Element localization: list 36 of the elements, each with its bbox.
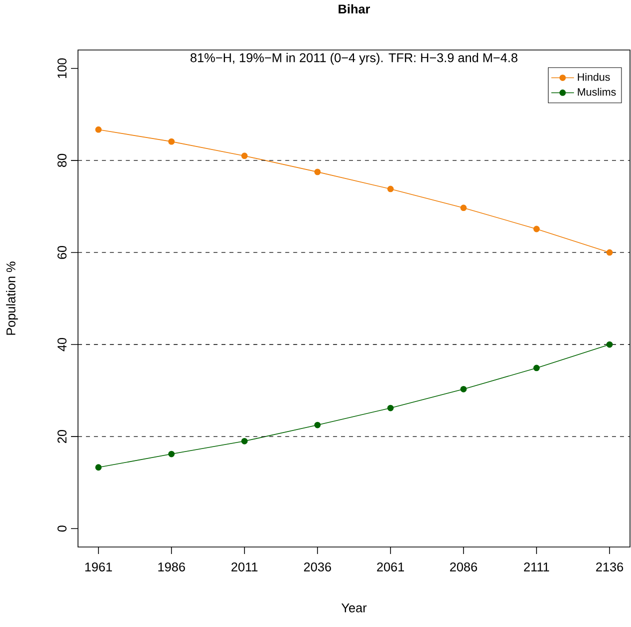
x-tick-label: 1961 — [85, 562, 112, 572]
y-tick-label: 20 — [58, 430, 67, 443]
x-tick-label: 2011 — [232, 562, 258, 572]
point — [241, 438, 248, 444]
x-tick-label: 2111 — [524, 562, 550, 572]
point — [460, 204, 467, 212]
point — [533, 364, 540, 372]
point — [314, 422, 321, 428]
x-axis-title: Year — [341, 603, 367, 612]
point — [168, 450, 175, 458]
x-tick-label: 2061 — [377, 562, 404, 572]
point — [387, 186, 394, 192]
y-tick-label: 60 — [58, 246, 67, 259]
point — [533, 226, 540, 232]
point — [387, 404, 394, 412]
x-tick-label: 2036 — [304, 562, 332, 572]
point — [168, 138, 175, 145]
y-tick-label: 0 — [58, 526, 67, 532]
x-tick-label: 2086 — [450, 562, 478, 572]
y-tick-label: 100 — [58, 58, 67, 78]
point — [606, 249, 613, 256]
point — [314, 168, 321, 176]
chart-subtitle: 81%−H, 19%−M in 2011 (0−4 yrs). TFR: H−3.9 and M−4.8 — [190, 52, 518, 65]
y-axis-title: Population % — [6, 262, 18, 335]
legend-label: Hindus — [578, 72, 610, 81]
x-tick-label: 2136 — [596, 562, 624, 572]
point — [606, 341, 613, 348]
y-tick-label: 40 — [58, 338, 67, 352]
point — [241, 152, 248, 160]
legend-label: Muslims — [578, 88, 616, 96]
chart-title: Bihar — [338, 4, 370, 14]
point — [95, 126, 102, 133]
point — [95, 464, 102, 471]
x-tick-label: 1986 — [158, 562, 185, 572]
point — [460, 386, 467, 392]
y-tick-label: 80 — [58, 154, 67, 167]
